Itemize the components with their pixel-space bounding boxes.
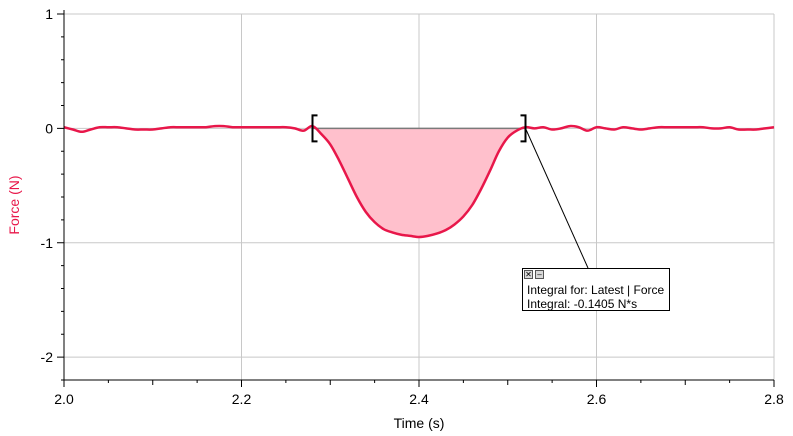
x-tick-label: 2.8 [764, 391, 784, 407]
x-tick-label: 2.6 [587, 391, 607, 407]
x-tick-label: 2.4 [409, 391, 429, 407]
y-tick-label: 1 [45, 6, 53, 22]
integral-annotation-box[interactable]: ✕ – Integral for: Latest | Force Integra… [522, 268, 670, 311]
force-series-line [63, 124, 775, 239]
minimize-icon[interactable]: – [535, 270, 544, 279]
x-tick-label: 2.0 [54, 391, 74, 407]
y-axis-title: Force (N) [6, 175, 22, 234]
annotation-leader-line [525, 128, 589, 269]
integral-source-label: Integral for: Latest | Force [527, 283, 665, 297]
y-tick-label: -1 [41, 235, 54, 251]
y-tick-label: -2 [41, 349, 54, 365]
bracket-left [311, 114, 318, 143]
annotation-controls: ✕ – [524, 270, 544, 280]
y-axis-ticks: 1 0 -1 -2 [41, 6, 64, 381]
integral-shaded-area [312, 126, 526, 238]
x-tick-label: 2.2 [232, 391, 252, 407]
integral-value-label: Integral: -0.1405 N*s [527, 297, 638, 311]
close-icon[interactable]: ✕ [524, 270, 533, 279]
x-axis-title: Time (s) [394, 415, 445, 431]
y-tick-label: 0 [45, 120, 53, 136]
x-axis-ticks: 2.0 2.2 2.4 2.6 2.8 [54, 380, 784, 407]
